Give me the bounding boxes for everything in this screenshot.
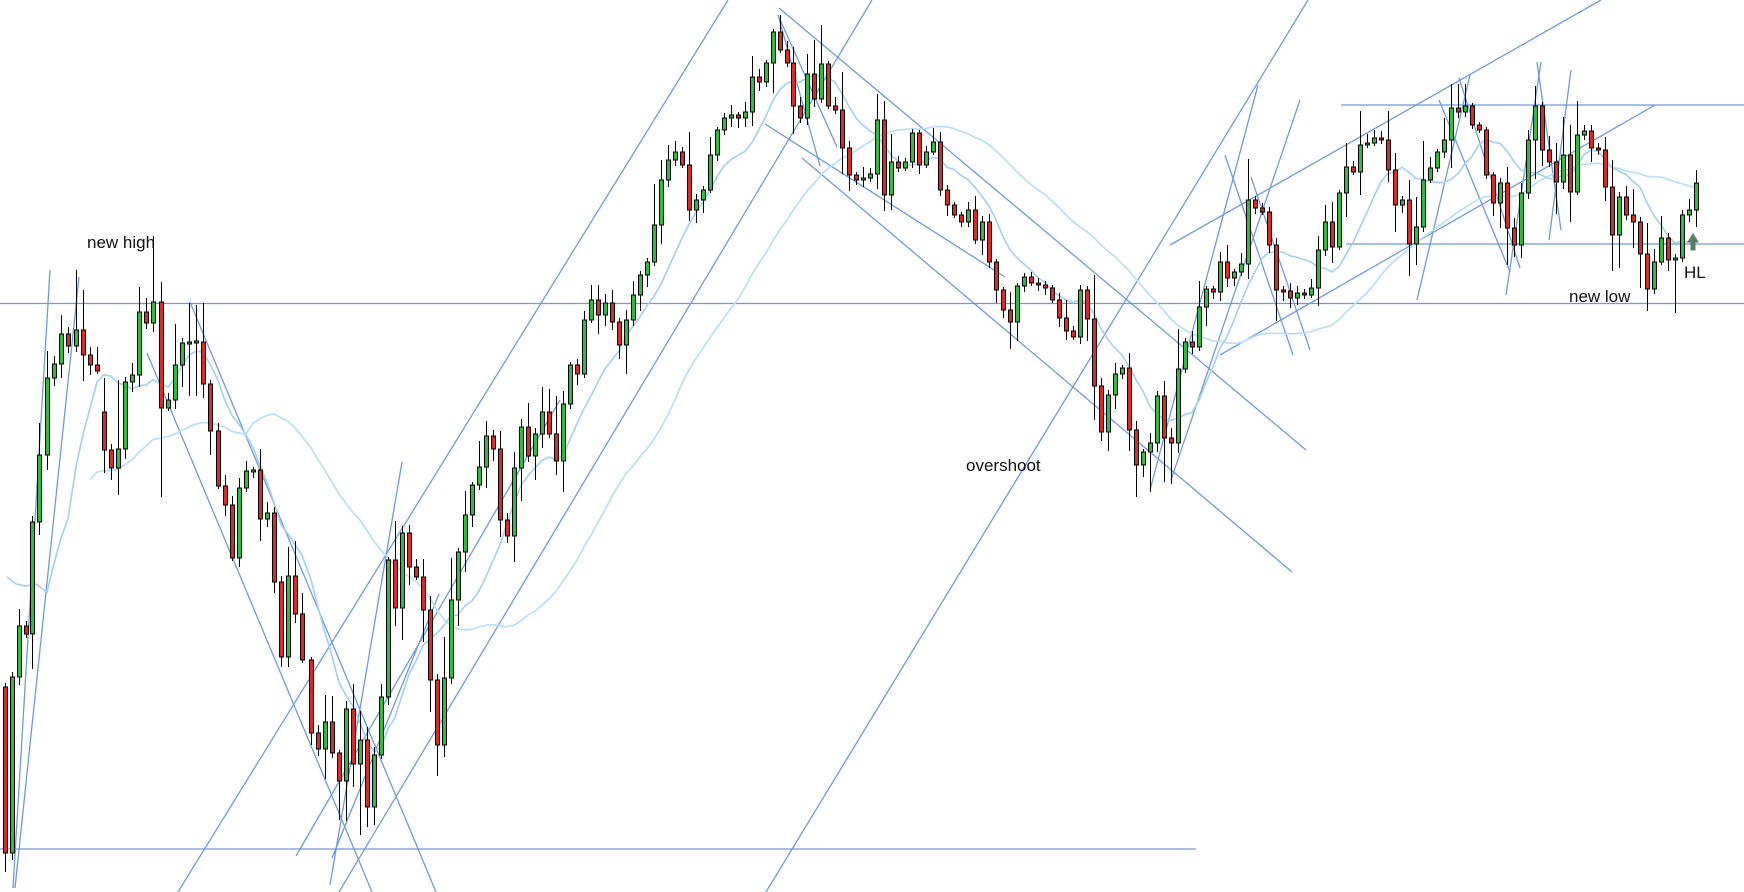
svg-text:new high: new high	[87, 233, 155, 252]
svg-text:overshoot: overshoot	[966, 456, 1041, 475]
svg-text:new low: new low	[1569, 287, 1631, 306]
svg-text:HL: HL	[1684, 263, 1706, 282]
